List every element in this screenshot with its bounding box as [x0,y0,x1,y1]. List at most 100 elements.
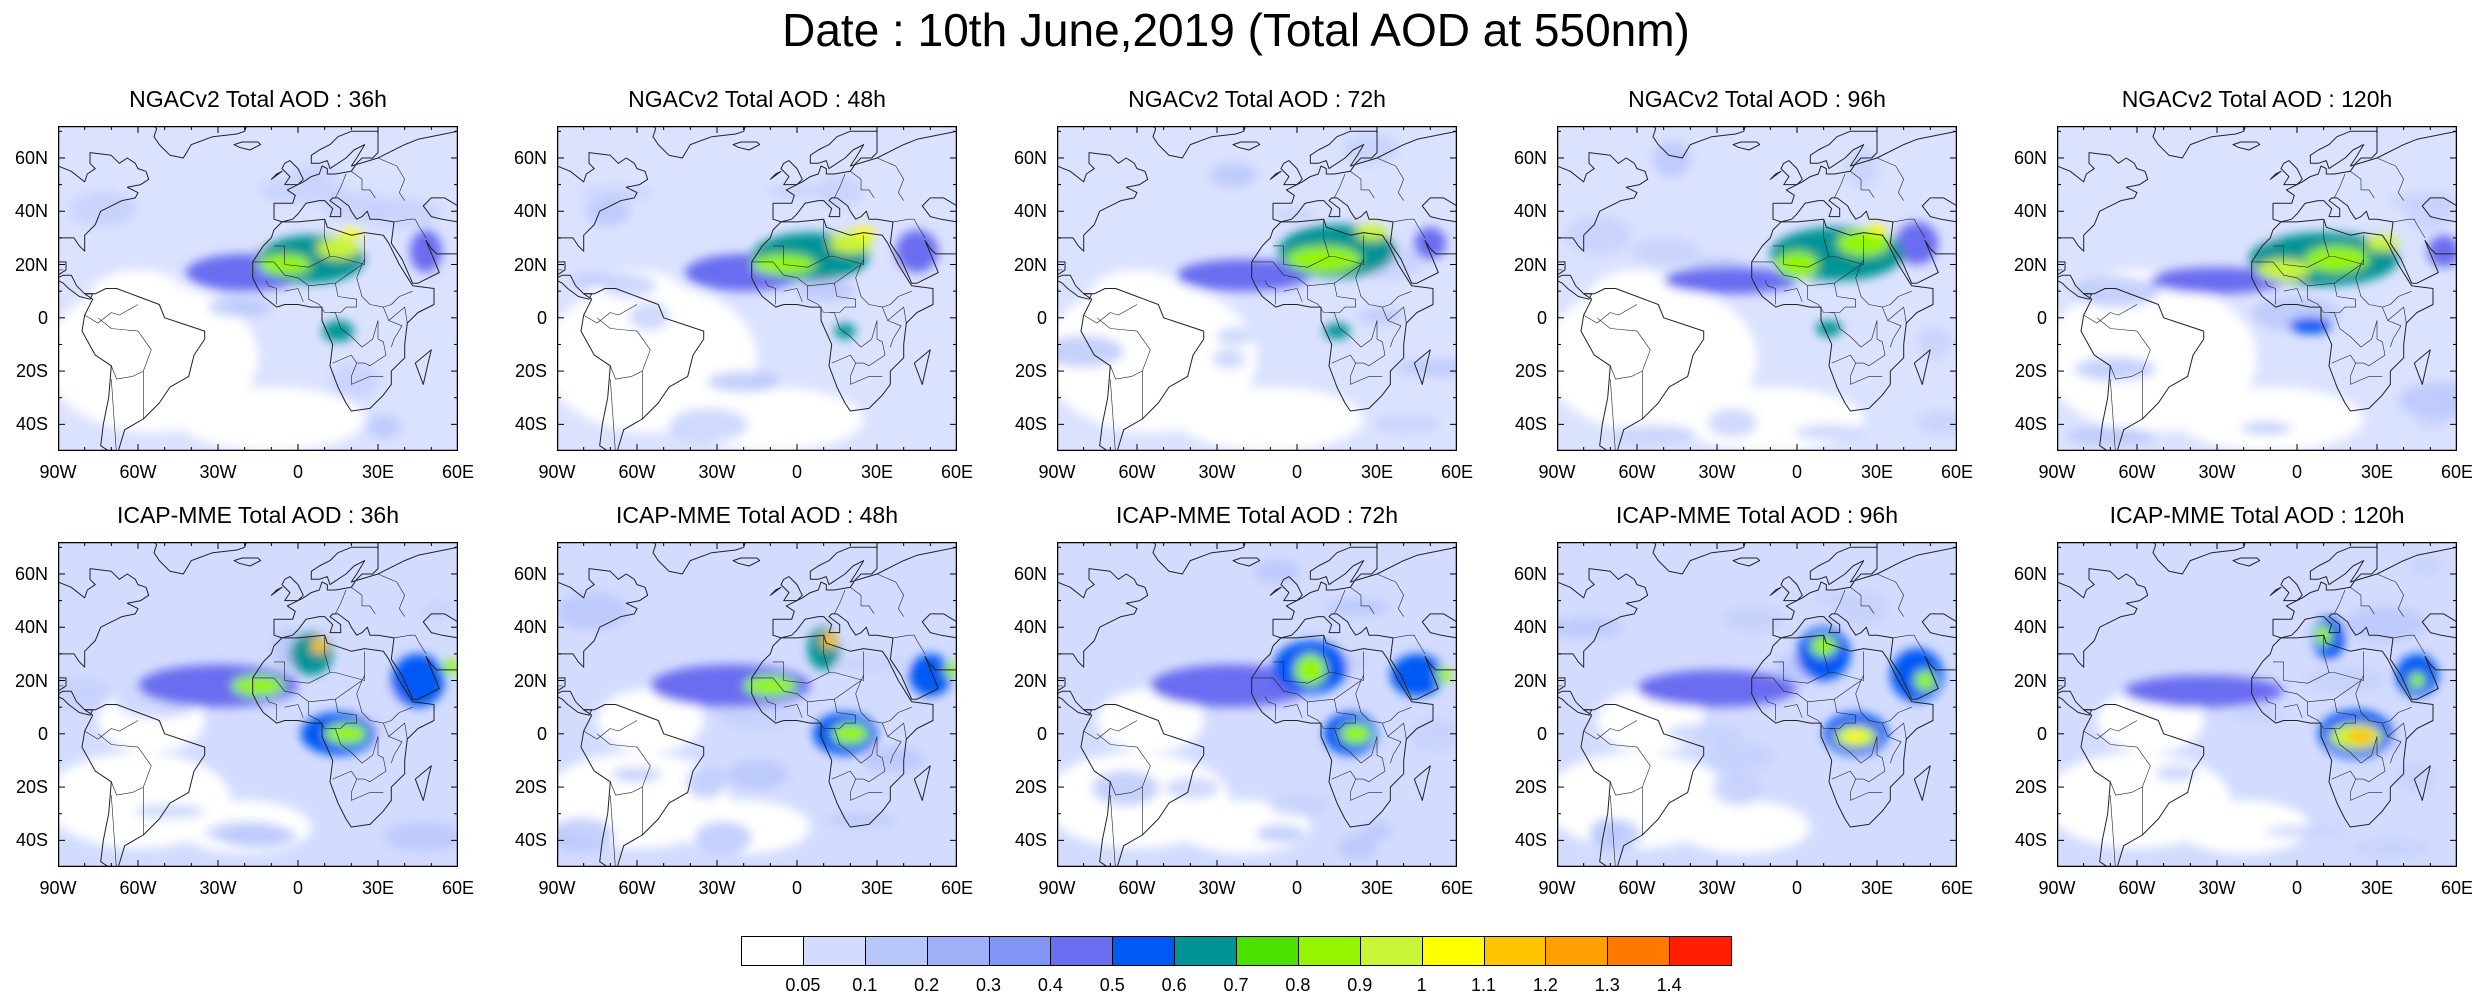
coastline [2280,576,2303,602]
country-border [1882,306,1907,324]
haze-patch [2155,764,2198,782]
colorbar-level-label: 0.3 [975,975,1002,995]
coastline [1080,288,1205,451]
lon-tick-label: 60W [1618,878,1656,898]
aerosol-plume [1414,227,1447,260]
lat-tick-label: 60N [1013,563,1047,584]
lat-tick-label: 20N [2013,254,2047,275]
aerosol-plume [834,323,856,340]
aod-map: 60N 40N 20N 0 20S 40S [1514,542,1957,867]
country-border [1855,264,1912,308]
country-border [284,704,304,718]
coastline [252,218,435,412]
aerosol-plume [909,653,952,697]
country-border [1596,317,1651,380]
coastline [1913,765,1931,801]
country-border [1331,736,1386,783]
country-border [351,171,376,199]
haze-patch [797,278,855,302]
lon-tick-label: 60E [1440,462,1474,482]
lon-tick-label: 30E [361,462,395,482]
lat-tick-label: 20S [514,777,547,798]
haze-patch [1357,309,1404,324]
haze-patch [726,759,789,790]
country-border [596,733,651,796]
haze-patch [1814,590,1849,606]
haze-patch [611,767,662,782]
aod-field [1057,542,1457,867]
lon-tick-label: 30W [1698,462,1736,482]
country-border [1307,701,1378,764]
haze-patch [1612,424,1696,445]
coastline [1580,704,1705,867]
aerosol-plume [831,723,869,745]
lat-tick-label: 40N [14,617,48,638]
lon-tick-label: 30W [1698,878,1736,898]
lat-tick-label: 0 [1036,307,1047,328]
lat-tick-label: 60N [2013,147,2047,168]
country-border [2251,675,2364,703]
country-border [1823,219,1830,257]
lon-tick-label: 90W [2038,462,2076,482]
lon-tick-label: 60W [618,462,656,482]
coastline [2413,765,2431,801]
coastline [1413,765,1431,801]
country-border [1350,587,1375,615]
coastline [58,690,94,716]
country-border [324,219,331,257]
lon-tick-label: 60E [441,878,475,898]
lat-tick-label: 60N [14,563,48,584]
haze-patch [2411,554,2444,577]
country-border [335,589,347,615]
lat-tick-label: 40S [1514,414,1547,435]
country-border [2376,573,2405,617]
lon-tick-label: 60W [618,878,656,898]
lon-tick-label: 60W [1118,878,1156,898]
haze-patch [421,600,456,620]
coastline [772,130,957,284]
aerosol-plume [1339,723,1372,745]
aerosol-plume [2150,267,2284,294]
colorbar-swatch [802,936,866,966]
country-border [111,795,117,867]
country-border [1283,288,1303,302]
country-border [1334,173,1346,199]
lon-tick-label: 30W [2198,878,2236,898]
aod-field [1057,126,1457,451]
country-border [583,304,638,324]
coastline [1769,170,1782,180]
lon-tick-label: 90W [538,462,576,482]
country-border [2307,701,2378,764]
haze-patch [1274,208,1315,221]
haze-patch [218,824,298,849]
colorbar-level-label: 0.9 [1347,975,1373,995]
map-panel: ICAP-MME Total AOD : 36h 60N 40N 20N 0 20S 40S… [15,500,474,940]
country-border [393,634,427,655]
lat-tick-label: 20N [1513,254,1547,275]
country-border [834,173,846,199]
map-panel: ICAP-MME Total AOD : 72h 60N 40N 20N 0 20S 40S… [1014,500,1473,940]
haze-patch [1164,777,1220,800]
coastline [2272,130,2457,284]
coastline [2232,141,2261,151]
country-border [1807,285,1878,348]
haze-patch [580,186,655,201]
coastline [2251,218,2434,412]
country-border [1349,362,1383,385]
aod-map: 60N 40N 20N 0 20S 40S [514,542,957,867]
country-border [393,218,427,239]
country-border [2376,157,2405,201]
haze-patch [1362,821,1393,840]
country-border [1850,171,1875,199]
coastline [2057,261,2066,276]
country-border [773,651,865,684]
lon-tick-label: 60W [1118,462,1156,482]
aod-map: 60N 40N 20N 0 20S 40S [1014,542,1457,867]
country-border [1355,680,1412,724]
aerosol-plume [1435,667,1452,684]
country-border [2083,304,2138,324]
country-border [1323,635,1330,673]
coastline [273,130,458,284]
haze-patch [1338,834,1378,861]
aod-map: 60N 40N 20N 0 20S 40S [2014,542,2457,867]
